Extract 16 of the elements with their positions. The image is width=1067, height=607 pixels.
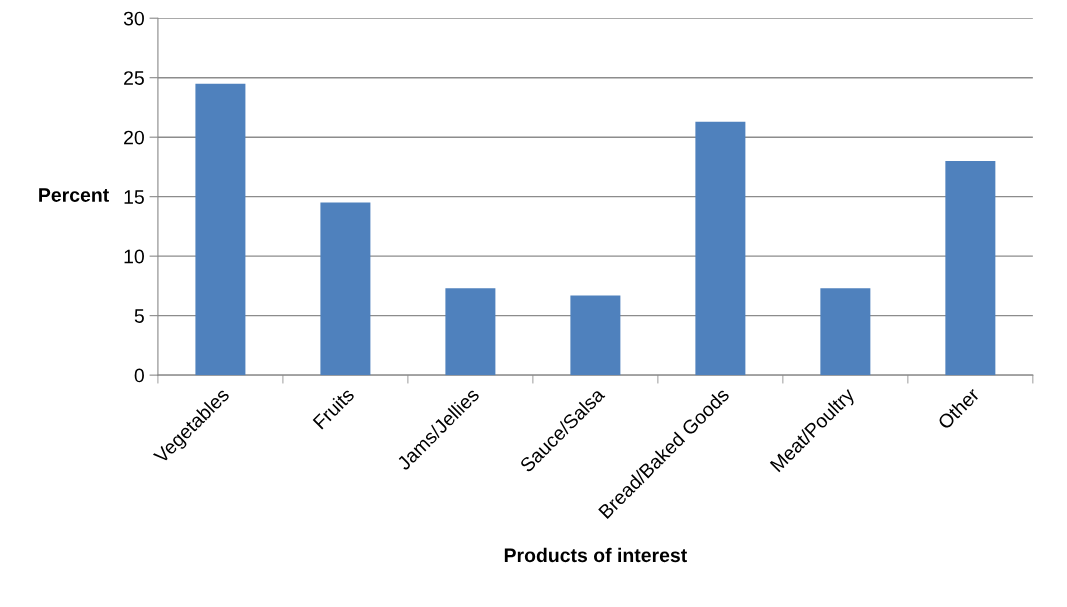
y-tick-label: 30 (123, 11, 144, 26)
y-tick-label: 25 (124, 71, 144, 85)
bar (945, 160, 996, 376)
bar (570, 295, 621, 376)
bar (820, 288, 871, 376)
y-tick-label: 0 (134, 368, 144, 383)
bar (445, 288, 496, 376)
x-axis-title: Products of interest (504, 547, 687, 563)
y-tick-label: 15 (124, 190, 144, 204)
y-tick-label: 20 (124, 130, 144, 145)
bar (195, 83, 246, 376)
y-tick-label: 10 (124, 249, 144, 264)
y-tick-label: 5 (134, 309, 144, 323)
bar (320, 202, 371, 376)
bar (695, 121, 746, 376)
y-axis-title: Percent (39, 188, 109, 202)
